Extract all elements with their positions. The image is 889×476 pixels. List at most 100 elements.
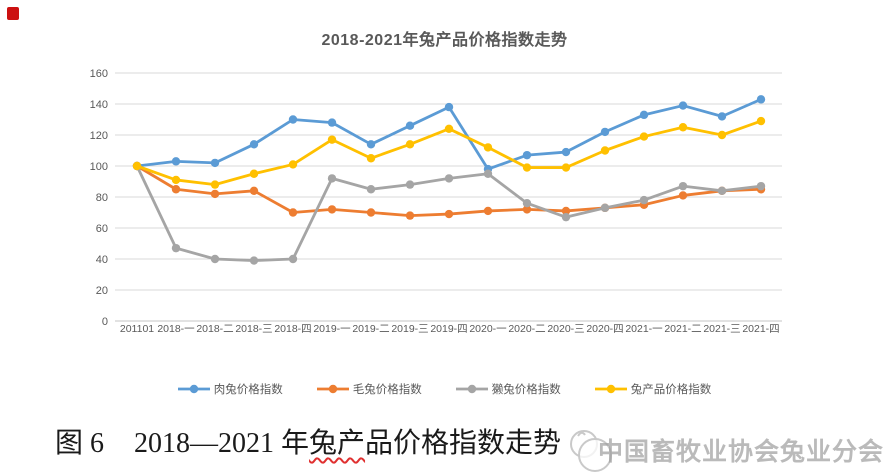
data-point-marker bbox=[717, 112, 727, 121]
data-point-marker bbox=[327, 205, 337, 214]
y-axis-tick-label: 100 bbox=[90, 161, 108, 173]
x-axis-tick-label: 2019-四 bbox=[430, 323, 467, 335]
data-point-marker bbox=[210, 158, 220, 168]
data-point-marker bbox=[366, 208, 376, 217]
data-point-marker bbox=[327, 118, 337, 127]
data-point-marker bbox=[327, 174, 337, 183]
data-point-marker bbox=[210, 180, 220, 189]
data-point-marker bbox=[366, 154, 376, 163]
data-point-marker bbox=[444, 124, 454, 133]
data-point-marker bbox=[171, 243, 181, 253]
legend-label: 獭兔价格指数 bbox=[491, 384, 561, 396]
x-axis-tick-label: 2018-三 bbox=[235, 323, 272, 335]
data-point-marker bbox=[444, 209, 454, 219]
data-point-marker bbox=[171, 175, 181, 185]
data-point-marker bbox=[522, 199, 532, 208]
data-point-marker bbox=[210, 254, 220, 264]
data-point-marker bbox=[249, 186, 259, 195]
data-point-marker bbox=[678, 181, 688, 191]
data-point-marker bbox=[717, 130, 727, 140]
caption-text-spellcheck-underline: 兔产 bbox=[309, 428, 366, 459]
x-axis-tick-label: 2020-四 bbox=[586, 323, 623, 335]
y-axis-tick-label: 60 bbox=[96, 223, 108, 235]
data-point-marker bbox=[639, 132, 649, 141]
chart-legend: 肉兔价格指数 毛兔价格指数 獭兔价格指数 兔产品价格指数 bbox=[0, 381, 889, 397]
data-point-marker bbox=[600, 203, 610, 213]
x-axis-tick-label: 2021-一 bbox=[625, 323, 663, 335]
y-axis-tick-label: 160 bbox=[90, 68, 108, 80]
data-point-marker bbox=[522, 150, 532, 160]
data-point-marker bbox=[756, 95, 766, 104]
data-point-marker bbox=[327, 135, 337, 144]
x-axis-tick-label: 2018-二 bbox=[196, 323, 233, 335]
data-point-marker bbox=[483, 143, 493, 152]
x-axis-tick-label: 2020-二 bbox=[508, 323, 545, 335]
legend-label: 毛兔价格指数 bbox=[352, 384, 422, 396]
data-point-marker bbox=[600, 127, 610, 137]
data-point-marker bbox=[717, 186, 727, 195]
data-point-marker bbox=[444, 174, 454, 183]
data-point-marker bbox=[678, 191, 688, 200]
data-point-marker bbox=[366, 140, 376, 149]
data-point-marker bbox=[600, 146, 610, 155]
data-point-marker bbox=[288, 254, 298, 264]
y-axis-tick-label: 140 bbox=[90, 99, 108, 111]
x-axis-tick-label: 201101 bbox=[120, 323, 154, 335]
legend-marker-icon bbox=[455, 384, 488, 394]
data-point-marker bbox=[405, 121, 415, 130]
data-point-marker bbox=[561, 206, 571, 216]
x-axis-tick-label: 2018-一 bbox=[157, 323, 195, 335]
data-point-marker bbox=[444, 102, 454, 112]
legend-marker-icon bbox=[177, 384, 210, 394]
caption-text-before: 2018—2021 年 bbox=[134, 428, 310, 459]
data-point-marker bbox=[132, 161, 142, 171]
data-point-marker bbox=[639, 195, 649, 205]
legend-label: 肉兔价格指数 bbox=[213, 384, 283, 396]
data-point-marker bbox=[756, 181, 766, 191]
association-logo-icon bbox=[570, 430, 612, 472]
data-point-marker bbox=[522, 163, 532, 172]
data-point-marker bbox=[366, 185, 376, 194]
data-point-marker bbox=[288, 115, 298, 124]
legend-item: 毛兔价格指数 bbox=[316, 381, 422, 397]
x-axis-tick-label: 2018-四 bbox=[274, 323, 311, 335]
watermark-text: 中国畜牧业协会兔业分会 bbox=[598, 438, 885, 466]
data-point-marker bbox=[561, 147, 571, 157]
caption-text-after: 品价格指数走势 bbox=[365, 428, 562, 459]
x-axis-tick-label: 2019-二 bbox=[352, 323, 389, 335]
data-point-marker bbox=[756, 116, 766, 126]
y-axis-tick-label: 120 bbox=[90, 130, 108, 142]
data-point-marker bbox=[522, 205, 532, 214]
figure-caption: 图 6 2018—2021 年兔产品价格指数走势 bbox=[55, 421, 561, 461]
data-point-marker bbox=[210, 189, 220, 199]
data-point-marker bbox=[639, 110, 649, 120]
y-axis-tick-label: 20 bbox=[96, 285, 108, 297]
data-point-marker bbox=[249, 140, 259, 149]
data-point-marker bbox=[405, 211, 415, 220]
data-point-marker bbox=[483, 169, 493, 178]
data-point-marker bbox=[561, 212, 571, 222]
y-axis-tick-label: 0 bbox=[102, 316, 108, 328]
figure-number: 图 6 bbox=[55, 428, 105, 459]
legend-marker-icon bbox=[594, 384, 627, 394]
data-point-marker bbox=[405, 180, 415, 189]
data-point-marker bbox=[483, 206, 493, 216]
data-point-marker bbox=[171, 157, 181, 166]
data-point-marker bbox=[288, 208, 298, 217]
y-axis-tick-label: 40 bbox=[96, 254, 108, 266]
x-axis-tick-label: 2020-三 bbox=[547, 323, 584, 335]
data-point-marker bbox=[171, 185, 181, 194]
x-axis-tick-label: 2021-四 bbox=[742, 323, 779, 335]
chart-title: 2018-2021年兔产品价格指数走势 bbox=[321, 32, 568, 49]
data-point-marker bbox=[678, 123, 688, 132]
x-axis-tick-label: 2020-一 bbox=[469, 323, 507, 335]
data-point-marker bbox=[249, 169, 259, 178]
legend-item: 肉兔价格指数 bbox=[177, 381, 283, 397]
x-axis-tick-label: 2021-二 bbox=[664, 323, 701, 335]
x-axis-tick-label: 2021-三 bbox=[703, 323, 740, 335]
data-point-marker bbox=[678, 101, 688, 110]
data-point-marker bbox=[288, 160, 298, 169]
legend-item: 獭兔价格指数 bbox=[455, 381, 561, 397]
red-corner-mark bbox=[7, 7, 19, 20]
